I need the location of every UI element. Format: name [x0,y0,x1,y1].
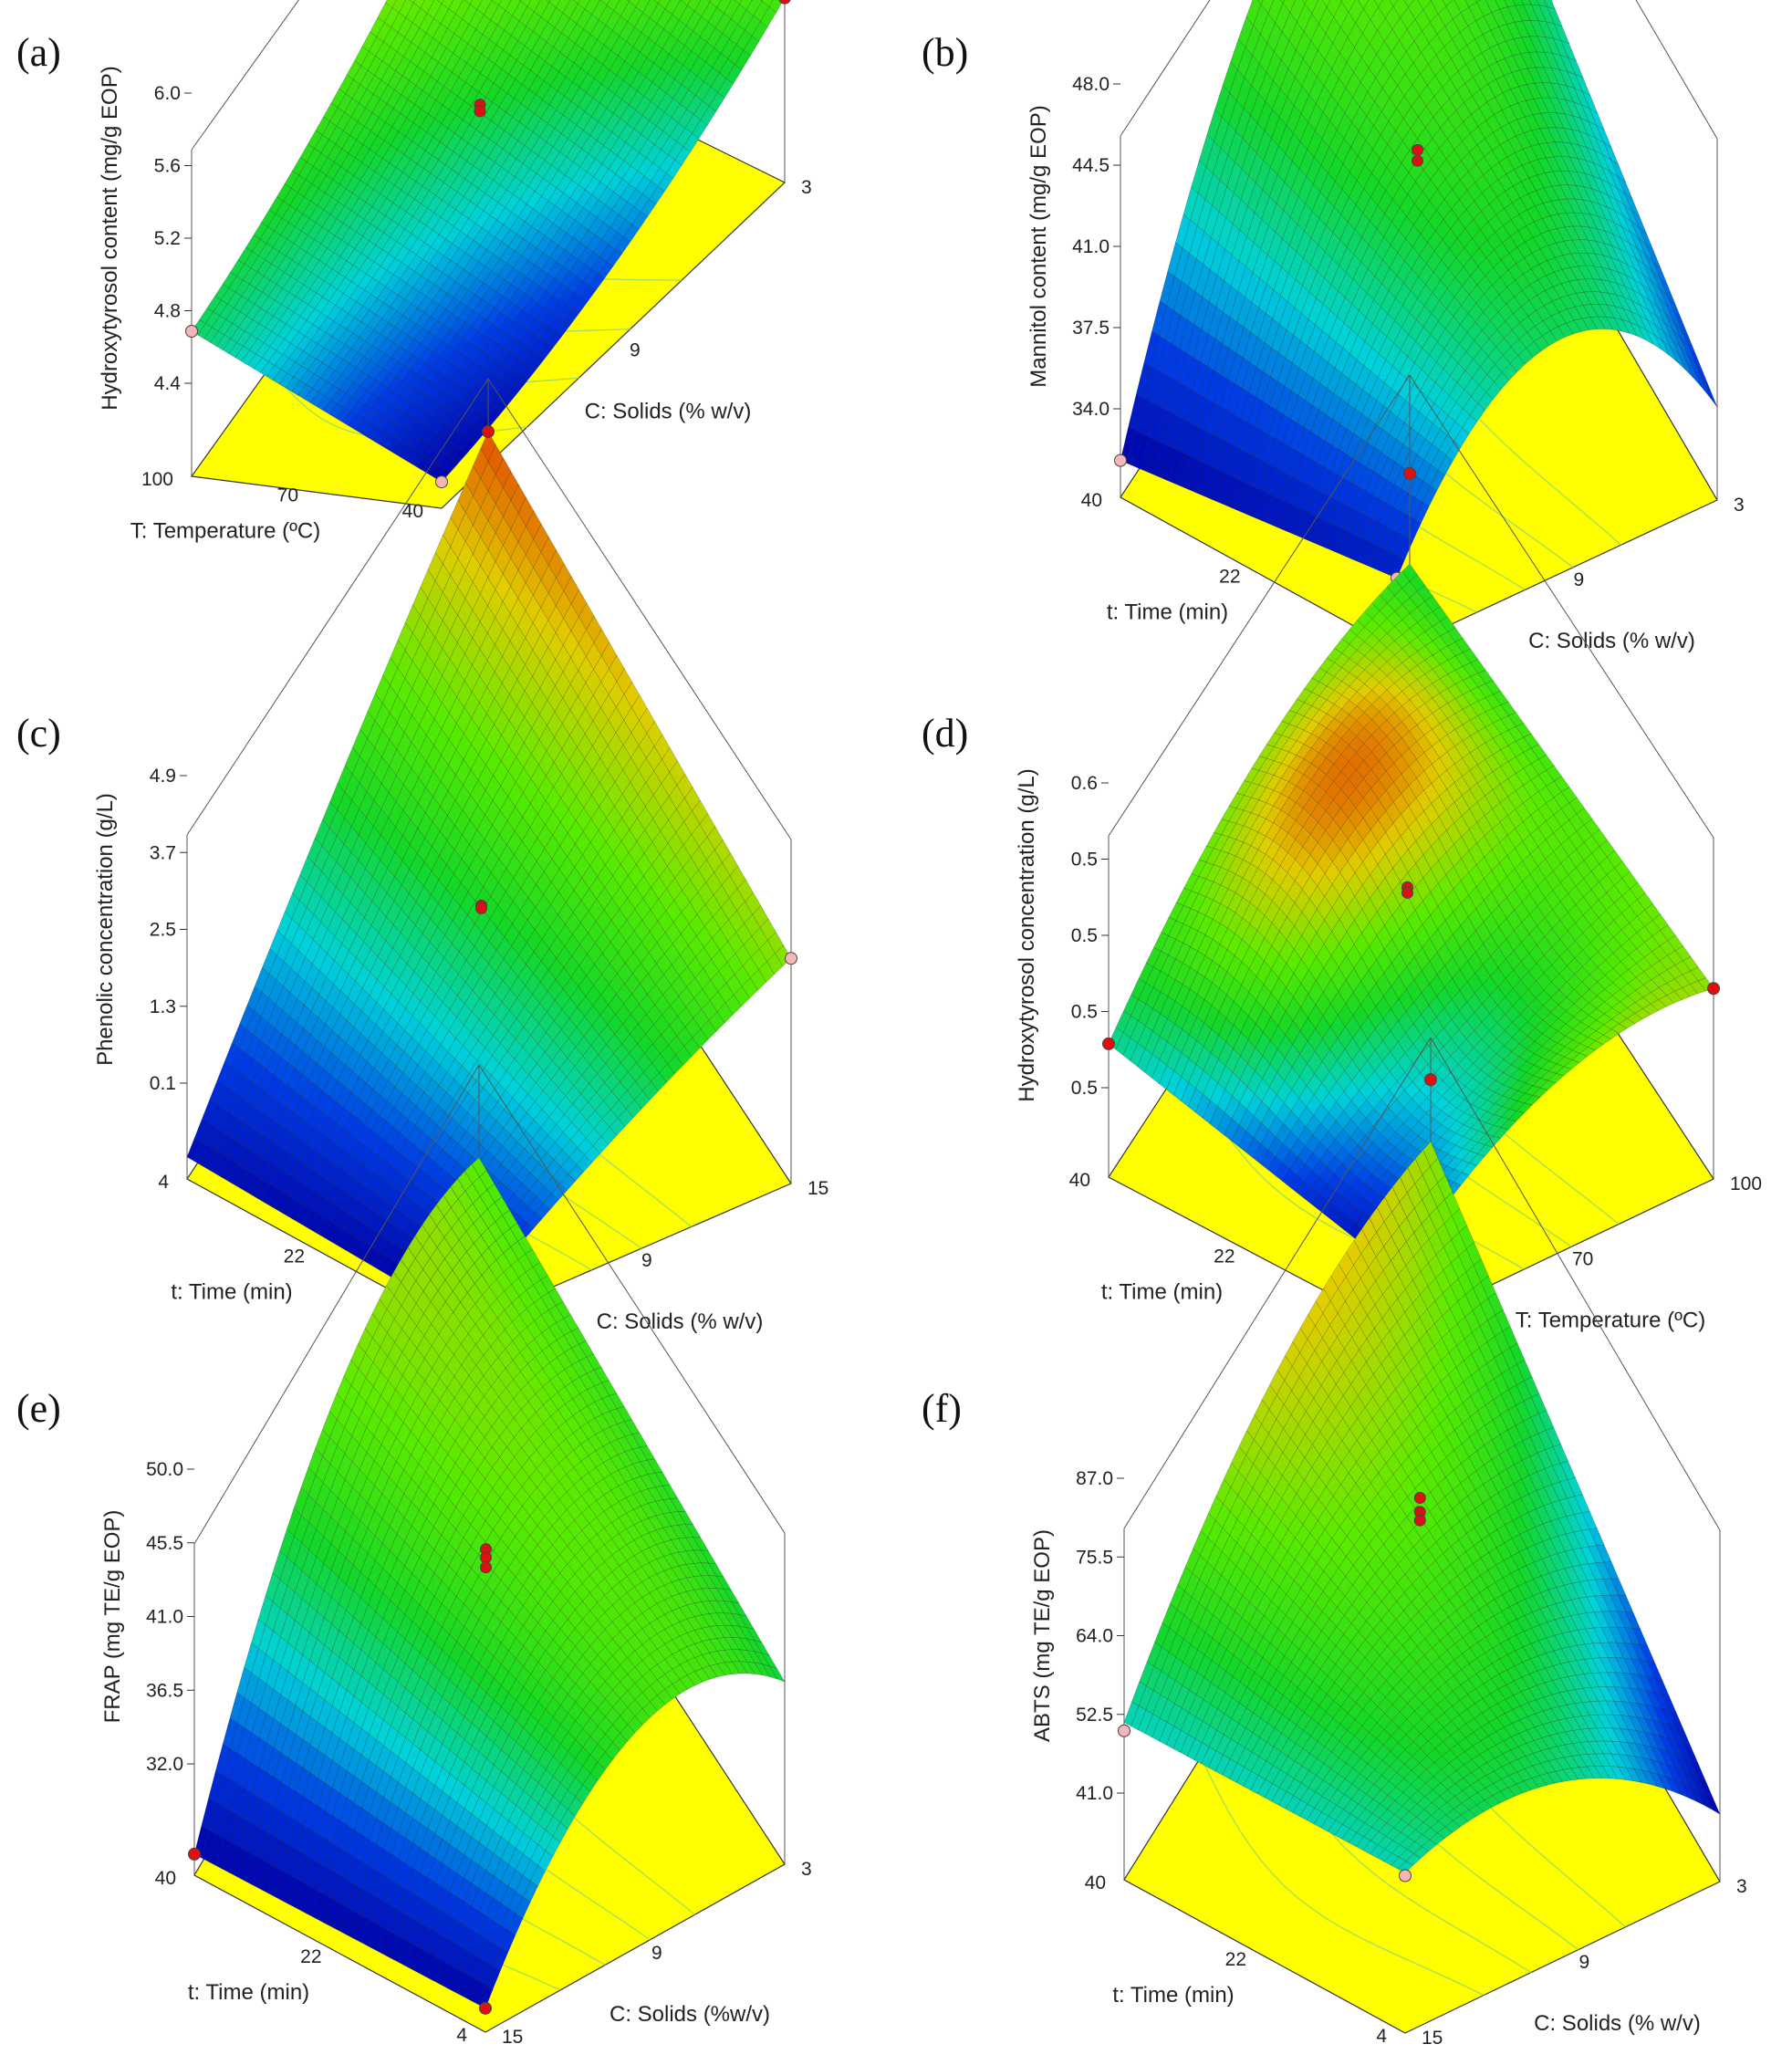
design-point [1114,454,1127,467]
x-tick-label: 4 [158,1172,169,1193]
panel-label: (c) [16,711,61,756]
y-axis-title: C: Solids (% w/v) [1528,629,1695,653]
x-axis-title: t: Time (min) [1107,600,1228,625]
chart-panel-a: 6.0 5.6 5.2 4.8 4.4 Hydroxytyrosol content (m… [16,0,812,544]
z-tick-label: 0.5 [1071,850,1098,871]
z-tick-label: 5.2 [154,228,181,249]
y-tick-label: 9 [641,1250,652,1271]
x-axis-title: T: Temperature (ºC) [130,519,320,544]
z-tick-label: 0.5 [1071,1078,1098,1099]
y-tick-label: 9 [630,340,641,361]
z-tick-label: 44.5 [1072,155,1110,176]
z-axis-title: Hydroxytyrosol concentration (g/L) [1015,768,1039,1101]
z-tick-label: 48.0 [1072,74,1110,95]
center-point [475,902,487,914]
x-tick-label: 40 [1081,490,1102,511]
z-tick-label: 4.8 [154,301,181,322]
center-point [1412,143,1423,156]
z-tick-label: 1.3 [150,996,176,1017]
design-point [185,325,198,338]
x-axis-title: t: Time (min) [171,1280,292,1305]
z-axis-title: Hydroxytyrosol content (mg/g EOP) [98,66,122,410]
center-point [1412,154,1423,167]
z-tick-label: 0.1 [150,1073,176,1094]
panel-label: (a) [16,30,61,75]
z-tick-label: 0.5 [1071,1002,1098,1023]
y-axis-title: C: Solids (% w/v) [585,400,752,424]
design-point [785,952,797,965]
z-tick-label: 4.4 [154,373,182,394]
y-tick-label: 3 [1734,495,1745,516]
z-tick-label: 5.6 [154,156,181,177]
x-tick-label: 22 [284,1246,305,1267]
z-tick-label: 4.9 [150,766,176,787]
box-edge-top-left [191,0,300,151]
y-tick-label: 3 [801,177,812,198]
z-axis-title: Phenolic concentration (g/L) [93,793,118,1066]
y-axis-title: C: Solids (% w/v) [597,1309,764,1334]
y-tick-label: 9 [1574,569,1585,590]
center-point [474,105,486,118]
design-point [482,425,495,439]
z-tick-label: 37.5 [1072,318,1110,339]
x-tick-label: 70 [277,485,298,506]
z-tick-label: 2.5 [150,920,176,941]
z-tick-label: 6.0 [154,83,181,104]
x-tick-label: 22 [1219,567,1240,588]
z-tick-label: 0.5 [1071,925,1098,946]
z-tick-label: 3.7 [150,842,176,863]
x-tick-label: 100 [141,469,173,490]
panel-label: (b) [922,30,968,75]
z-tick-label: 0.6 [1071,773,1098,794]
z-tick-label: 41.0 [1072,236,1110,257]
z-tick-label: 34.0 [1072,399,1110,420]
y-tick-label: 15 [807,1178,828,1199]
z-axis-title: Mannitol content (mg/g EOP) [1026,105,1051,387]
design-point [435,475,448,489]
